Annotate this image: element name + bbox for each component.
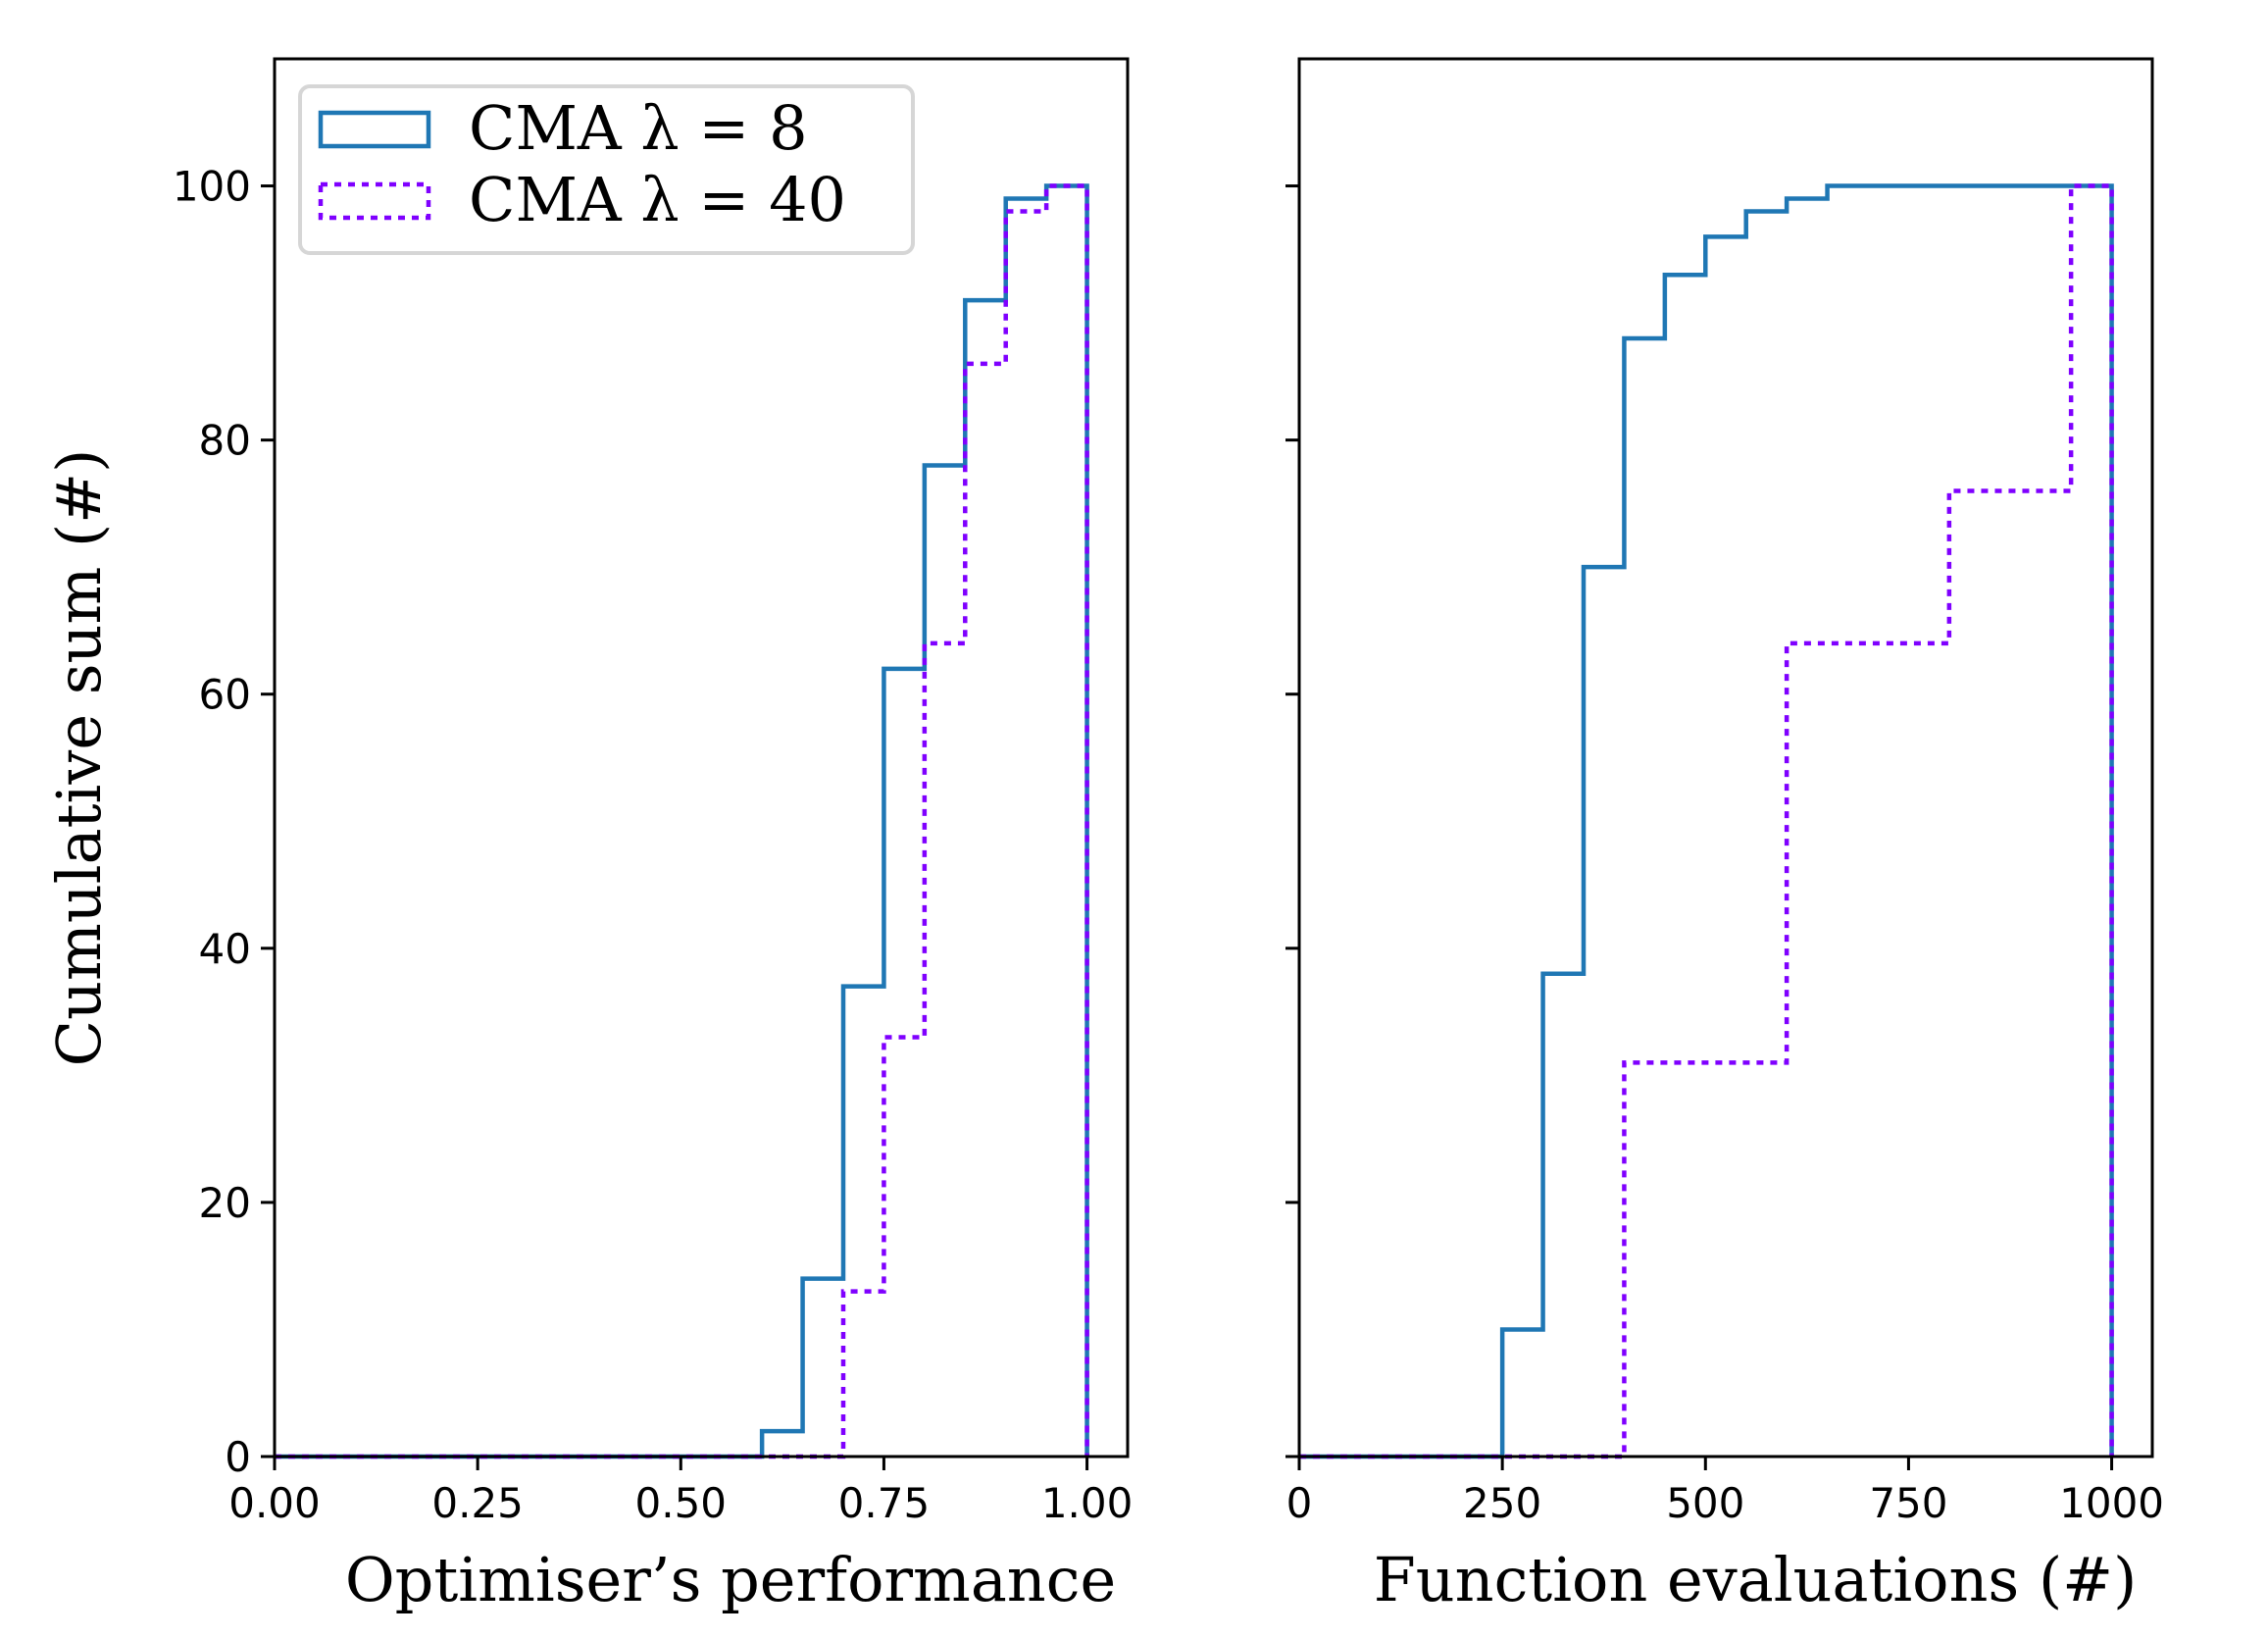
legend-swatch-cma-lambda-40: [318, 181, 431, 221]
legend-label: CMA λ = 8: [469, 92, 808, 164]
axes-frame: [273, 57, 1130, 1459]
y-tick-label: 80: [199, 417, 251, 465]
x-tick-label: 0.00: [228, 1479, 321, 1527]
series-cma-lambda-8-step-line: [1299, 183, 2114, 1459]
x-tick-label: 0: [1286, 1479, 1313, 1527]
x-axis-label: Optimiser’s performance: [345, 1544, 1116, 1615]
x-tick-label: 0.25: [431, 1479, 524, 1527]
y-tick-label: 0: [225, 1433, 251, 1481]
x-tick-label: 500: [1666, 1479, 1744, 1527]
y-axis-label: Cumulative sum (#): [43, 449, 115, 1067]
legend-label: CMA λ = 40: [469, 164, 846, 235]
y-tick-label: 20: [199, 1179, 251, 1227]
legend-box: [298, 84, 915, 255]
legend-swatch-cma-lambda-8: [318, 110, 431, 149]
x-tick-label: 1.00: [1041, 1479, 1134, 1527]
x-tick-label: 1000: [2059, 1479, 2164, 1527]
left-panel: 0.00 0.25 0.50 0.75 1.00 0 20 40 60 80 100 Optimise…: [43, 57, 1134, 1615]
x-tick-label: 0.75: [838, 1479, 931, 1527]
x-tick-label: 0.50: [635, 1479, 728, 1527]
right-panel: 0 250 500 750 1000 Function evaluations (#): [1285, 57, 2164, 1615]
series-cma-lambda-8-step-line: [275, 183, 1089, 1459]
series-cma-lambda-40-step-line: [1299, 183, 2114, 1459]
x-tick-label: 250: [1463, 1479, 1541, 1527]
y-tick-label: 100: [173, 163, 251, 211]
x-axis-label: Function evaluations (#): [1374, 1544, 2138, 1615]
y-tick-label: 40: [199, 925, 251, 973]
x-tick-label: 750: [1869, 1479, 1947, 1527]
axes-frame: [1297, 57, 2154, 1459]
y-tick-label: 60: [199, 671, 251, 719]
